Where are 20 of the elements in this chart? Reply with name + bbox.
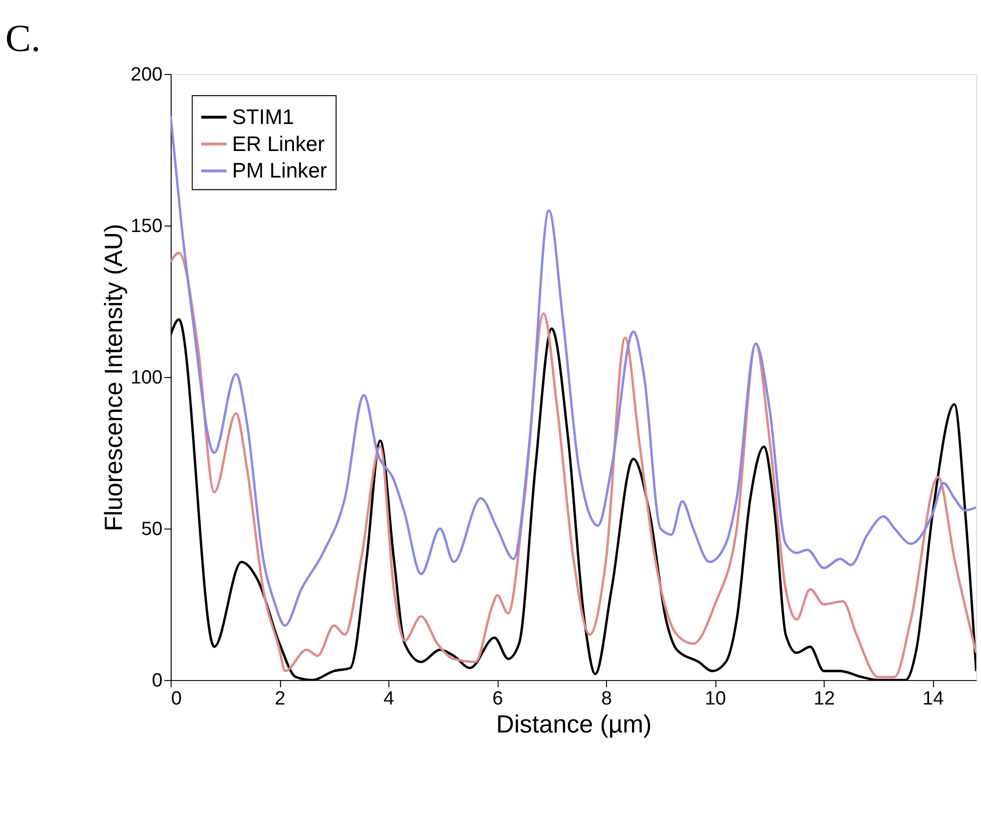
x-tick-label: 6 xyxy=(492,688,504,710)
y-axis-title: Fluorescence Intensity (AU) xyxy=(100,224,128,532)
x-tick-label: 12 xyxy=(814,688,835,710)
y-tick-label: 50 xyxy=(141,518,163,540)
y-tick-label: 100 xyxy=(130,367,163,388)
legend-label: PM Linker xyxy=(232,160,327,183)
x-tick-label: 0 xyxy=(171,688,182,710)
y-tick-label: 150 xyxy=(130,216,163,237)
line-series xyxy=(170,252,976,678)
x-tick-label: 2 xyxy=(274,688,286,710)
y-tick-label: 0 xyxy=(152,670,163,692)
legend-label: ER Linker xyxy=(232,132,325,156)
x-tick-label: 14 xyxy=(922,688,944,710)
x-tick-label: 10 xyxy=(704,688,726,710)
legend-label: STIM1 xyxy=(232,106,294,129)
text: C. xyxy=(5,18,41,60)
x-tick-label: 8 xyxy=(601,688,612,710)
y-tick-label: 200 xyxy=(130,64,163,86)
x-axis-title: Distance (µm) xyxy=(496,710,652,738)
x-tick-label: 4 xyxy=(384,688,395,710)
